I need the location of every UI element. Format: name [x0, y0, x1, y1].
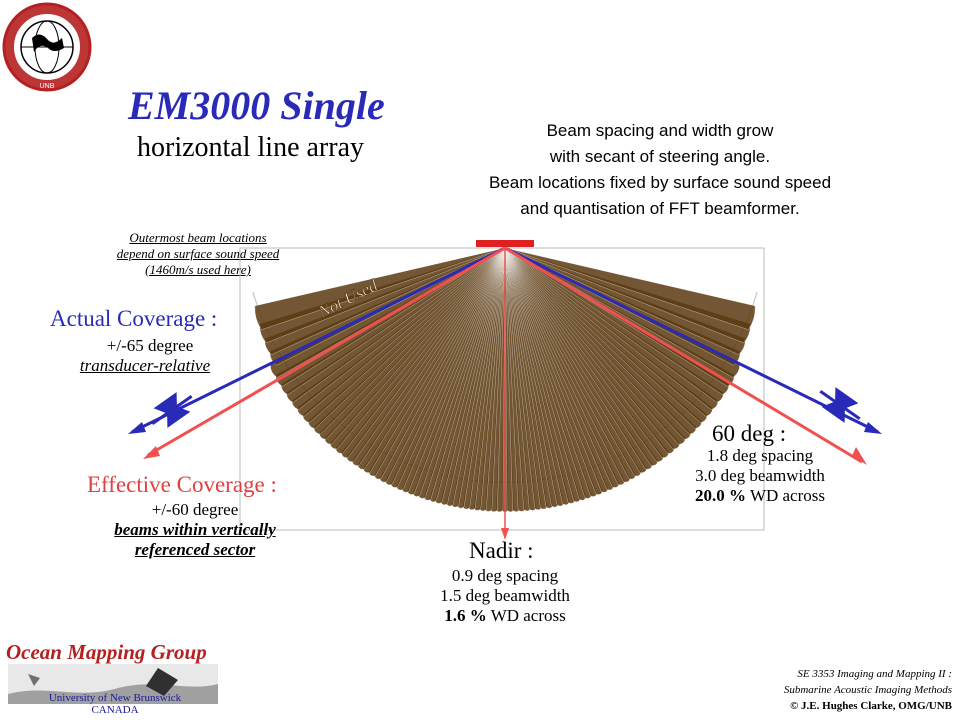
beam-lobe — [254, 247, 506, 330]
description-line: Beam spacing and width grow — [546, 121, 774, 140]
outermost-beam-note: Outermost beam locations depend on surfa… — [90, 230, 306, 278]
actual-coverage-degree: +/-65 degree — [106, 336, 194, 355]
effective-arrowhead-right — [852, 447, 867, 465]
beam-fan — [254, 247, 756, 513]
nadir-beamwidth: 1.5 deg beamwidth — [440, 586, 570, 605]
course-footer: SE 3353 Imaging and Mapping II : Submari… — [784, 666, 952, 714]
note-line: Outermost beam locations — [129, 230, 267, 245]
effective-coverage-qualifier-1: beams within vertically — [114, 520, 276, 539]
rotation-marker-left — [151, 392, 193, 428]
nadir-wd-text: WD across — [490, 606, 566, 625]
actual-coverage-qualifier: transducer-relative — [79, 356, 211, 375]
omg-country: CANADA — [91, 704, 139, 716]
omg-logo-title: Ocean Mapping Group — [6, 640, 207, 664]
outer-beam-beamwidth: 3.0 deg beamwidth — [695, 466, 825, 485]
actual-coverage-ray-left — [131, 246, 506, 434]
course-line-1: SE 3353 Imaging and Mapping II : — [797, 668, 952, 680]
outer-beam-wd: 20.0 % WD across — [660, 486, 860, 506]
seafloor-image — [8, 664, 218, 704]
outer-beam-wd-value: 20.0 % — [694, 486, 746, 505]
outer-beam-spacing: 1.8 deg spacing — [706, 446, 814, 465]
effective-coverage-label: Effective Coverage : — [87, 472, 277, 497]
course-line-2: Submarine Acoustic Imaging Methods — [783, 684, 952, 696]
nadir-wd-value: 1.6 % — [444, 606, 487, 625]
omg-university-name: University of New Brunswick — [48, 692, 182, 704]
description-line: and quantisation of FFT beamformer. — [520, 199, 800, 218]
description-line: Beam locations fixed by surface sound sp… — [488, 173, 832, 192]
rotation-marker-right — [819, 387, 861, 423]
actual-coverage-label: Actual Coverage : — [50, 306, 218, 331]
effective-coverage-qualifier-2: referenced sector — [134, 540, 256, 559]
beam-lobe — [504, 247, 756, 330]
transducer-bar — [476, 240, 534, 247]
outer-beam-label: 60 deg : — [712, 421, 787, 446]
nadir-label: Nadir : — [469, 538, 534, 563]
logo-unb-text: UNB — [40, 83, 55, 90]
outer-beam-wd-text: WD across — [749, 486, 825, 505]
description: Beam spacing and width grow with secant … — [450, 118, 870, 222]
page-title: EM3000 Single — [128, 83, 385, 128]
effective-arrowhead-left — [143, 446, 160, 459]
gge-unb-logo: UNB — [2, 2, 92, 92]
omg-university: University of New Brunswick CANADA — [30, 692, 200, 716]
nadir-spacing: 0.9 deg spacing — [451, 566, 559, 585]
actual-arrowhead-left — [128, 422, 146, 434]
page-subtitle: horizontal line array — [137, 132, 365, 163]
note-line: depend on surface sound speed — [116, 246, 280, 261]
actual-coverage-ray-right — [504, 246, 879, 434]
actual-arrowhead-right — [864, 422, 882, 434]
effective-coverage-ray-left — [147, 246, 506, 457]
nadir-arrowhead — [501, 528, 509, 540]
description-line: with secant of steering angle. — [549, 147, 771, 166]
credit-line: © J.E. Hughes Clarke, OMG/UNB — [790, 700, 952, 712]
effective-coverage-degree: +/-60 degree — [151, 500, 239, 519]
nadir-wd: 1.6 % WD across — [405, 606, 605, 626]
effective-coverage-ray-right — [504, 246, 863, 464]
note-line: (1460m/s used here) — [145, 262, 251, 277]
